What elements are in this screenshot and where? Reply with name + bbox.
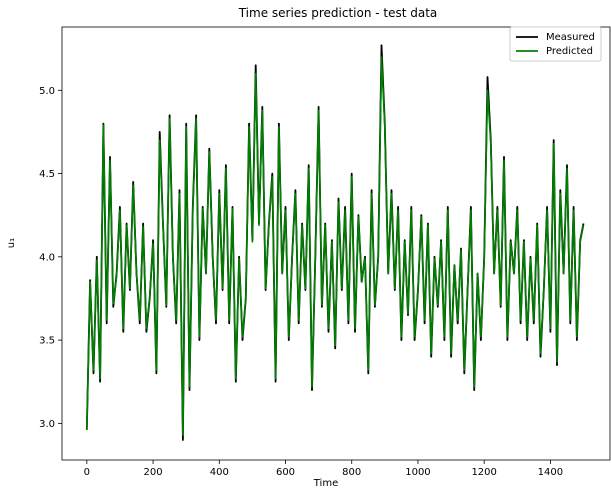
x-tick-label: 0 [84, 467, 90, 478]
x-axis-ticks: 0 200 400 600 800 1000 1200 1400 [84, 460, 563, 478]
x-tick-label: 400 [210, 467, 229, 478]
x-tick-label: 1000 [405, 467, 430, 478]
y-axis-ticks: 3.0 3.5 4.0 4.5 5.0 [39, 86, 62, 430]
y-tick-label: 3.5 [39, 336, 55, 347]
legend-measured-label: Measured [546, 32, 595, 43]
series-line-measured [85, 44, 585, 441]
x-axis-label: Time [313, 478, 338, 489]
x-tick-label: 1200 [471, 467, 496, 478]
plot-area-frame [61, 26, 611, 461]
series-line-predicted [86, 56, 585, 436]
y-axis-label: u₁ [6, 238, 17, 248]
legend: Measured Predicted [509, 26, 602, 62]
chart-title: Time series prediction - test data [238, 6, 438, 20]
x-tick-label: 200 [144, 467, 163, 478]
x-tick-label: 1400 [538, 467, 563, 478]
y-tick-label: 3.0 [39, 419, 55, 430]
x-tick-label: 600 [276, 467, 295, 478]
legend-predicted-label: Predicted [546, 46, 593, 57]
y-tick-label: 5.0 [39, 86, 55, 97]
y-tick-label: 4.5 [39, 169, 55, 180]
y-tick-label: 4.0 [39, 252, 55, 263]
x-tick-label: 800 [342, 467, 361, 478]
series-layer [85, 44, 585, 441]
legend-box [509, 26, 602, 62]
